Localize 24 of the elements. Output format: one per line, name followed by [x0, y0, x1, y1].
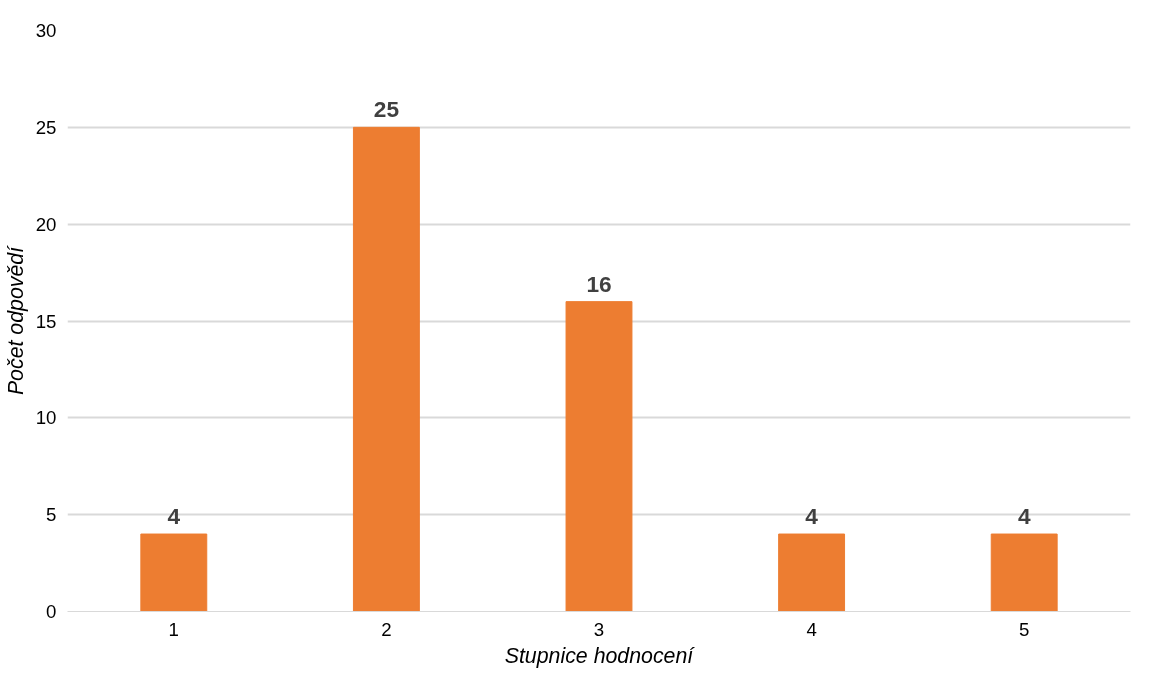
x-tick-label: 1	[168, 618, 179, 640]
data-label: 4	[805, 503, 819, 530]
bar	[352, 126, 420, 612]
y-tick-label: 10	[35, 407, 57, 429]
data-label: 25	[373, 96, 399, 123]
y-tick-label: 30	[35, 20, 57, 41]
y-tick-label: 20	[35, 213, 57, 235]
bar	[778, 533, 846, 612]
x-tick-label: 3	[593, 618, 605, 640]
x-axis-title: Stupnice hodnocení	[504, 643, 696, 668]
x-tick-label: 4	[806, 618, 817, 640]
x-tick-label: 5	[1019, 618, 1030, 640]
y-tick-label: 0	[46, 601, 57, 622]
y-axis-title: Počet odpovědí	[3, 244, 28, 396]
data-label: 4	[167, 503, 181, 530]
data-label: 16	[586, 270, 612, 297]
y-tick-label: 15	[35, 310, 57, 332]
data-label: 4	[1017, 503, 1031, 530]
x-tick-label: 2	[381, 618, 392, 640]
bar	[140, 533, 208, 612]
y-tick-label: 5	[46, 504, 57, 526]
y-tick-label: 25	[35, 116, 57, 138]
bar	[565, 301, 633, 612]
bar	[990, 533, 1058, 612]
